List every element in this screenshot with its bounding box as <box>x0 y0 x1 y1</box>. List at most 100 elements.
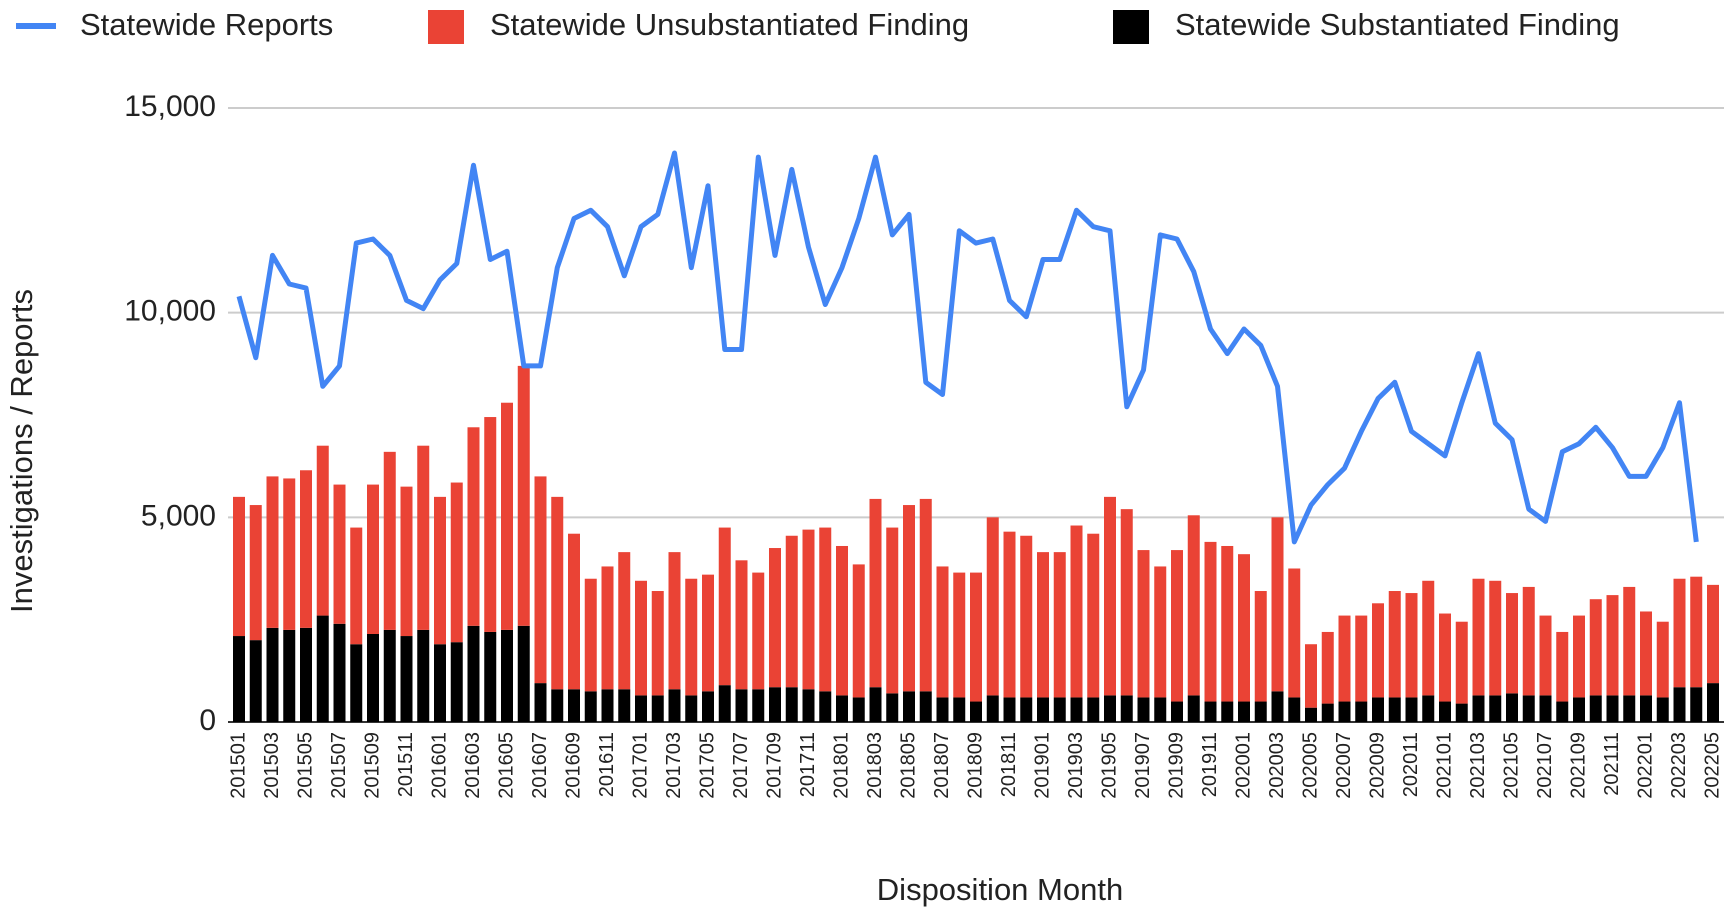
bar-segment <box>1439 613 1451 702</box>
bar-segment <box>1422 695 1435 722</box>
x-tick-label: 202003 <box>1266 732 1288 799</box>
bar-segment <box>852 697 865 722</box>
bar-segment <box>333 484 346 624</box>
bar-segment <box>785 535 798 688</box>
x-tick-label: 201805 <box>897 732 919 799</box>
bar-segment <box>986 517 999 696</box>
bar-segment <box>316 615 329 722</box>
bar-segment <box>1640 695 1652 722</box>
bar-segment <box>517 365 530 626</box>
y-tick-label: 10,000 <box>124 295 216 328</box>
bar-segment <box>618 552 631 690</box>
bar-segment <box>1640 611 1652 696</box>
bar-segment <box>651 591 664 696</box>
bar-segment <box>752 572 765 690</box>
bar-segment <box>1271 517 1284 692</box>
bar-segment <box>1573 615 1585 698</box>
bar-segment <box>919 498 932 692</box>
x-tick-label: 201611 <box>596 732 618 797</box>
x-tick-label: 201801 <box>830 732 852 799</box>
x-tick-label: 202007 <box>1333 732 1355 799</box>
x-tick-label: 201501 <box>227 732 249 799</box>
bar-segment <box>333 623 346 722</box>
bar-segment <box>1707 584 1719 684</box>
bar-segment <box>1589 695 1602 722</box>
legend-swatch <box>1113 10 1149 44</box>
y-axis-title: Investigations / Reports <box>4 289 39 613</box>
bar-segment <box>1053 552 1066 698</box>
bar-segment <box>1187 695 1200 722</box>
bar-segment <box>1254 701 1267 722</box>
bar-segment <box>1338 615 1351 702</box>
bar-segment <box>1405 593 1418 698</box>
legend-label: Statewide Reports <box>80 7 333 42</box>
y-tick-label: 5,000 <box>141 499 216 532</box>
bar-segment <box>1120 695 1133 722</box>
bar-segment <box>685 695 698 722</box>
x-tick-label: 201909 <box>1165 732 1187 799</box>
bar-segment <box>1321 703 1334 722</box>
bar-segment <box>1137 697 1150 722</box>
bar-segment <box>568 689 580 722</box>
bar-segment <box>1321 631 1334 704</box>
bar-segment <box>702 574 714 692</box>
bar-segment <box>1238 701 1250 722</box>
bar-segment <box>400 636 413 722</box>
x-tick-label: 201701 <box>629 732 651 799</box>
x-tick-label: 202009 <box>1366 732 1388 799</box>
x-tick-label: 202005 <box>1299 732 1321 799</box>
x-tick-label: 201807 <box>931 732 953 799</box>
bar-segment <box>266 627 279 722</box>
bar-segment <box>568 533 580 690</box>
bar-segment <box>367 484 379 634</box>
bar-segment <box>283 629 296 722</box>
bar-segment <box>450 482 463 643</box>
bar-segment <box>1238 554 1250 702</box>
x-tick-label: 201503 <box>261 732 283 799</box>
bar-segment <box>1656 697 1669 722</box>
x-tick-label: 202203 <box>1668 732 1690 799</box>
bar-segment <box>718 685 731 722</box>
bar-segment <box>233 636 245 722</box>
bar-segment <box>501 402 513 630</box>
bar-segment <box>735 560 748 690</box>
bar-segment <box>1070 697 1083 722</box>
bar-segment <box>970 572 982 702</box>
bar-segment <box>819 527 832 692</box>
bar-segment <box>1288 697 1301 722</box>
bar-segment <box>450 642 463 722</box>
bar-segment <box>785 687 798 722</box>
x-tick-label: 202205 <box>1701 732 1723 799</box>
bar-segment <box>1288 568 1301 698</box>
bar-segment <box>718 527 731 686</box>
bar-segment <box>702 691 714 722</box>
bar-segment <box>970 701 982 722</box>
bar-segment <box>249 640 262 722</box>
x-tick-label: 202109 <box>1567 732 1589 799</box>
bar-segment <box>668 552 681 690</box>
bar-segment <box>1020 535 1033 698</box>
bar-segment <box>1489 695 1502 722</box>
bar-segment <box>1154 566 1167 698</box>
bar-segment <box>551 689 564 722</box>
bar-segment <box>1104 695 1116 722</box>
x-tick-label: 201505 <box>294 732 316 799</box>
bar-segment <box>1506 593 1518 694</box>
x-tick-label: 201901 <box>1031 732 1053 799</box>
x-tick-label: 202001 <box>1232 732 1254 799</box>
bar-segment <box>1539 615 1552 696</box>
legend-label: Statewide Unsubstantiated Finding <box>490 7 969 42</box>
bar-segment <box>1204 701 1217 722</box>
x-tick-label: 202011 <box>1400 732 1422 797</box>
x-tick-label: 201607 <box>529 732 551 799</box>
bar-segment <box>852 564 865 698</box>
x-tick-label: 202111 <box>1601 732 1623 796</box>
bar-segment <box>869 498 882 688</box>
bar-segment <box>233 496 245 637</box>
bar-segment <box>903 505 915 692</box>
bar-segment <box>1305 707 1317 722</box>
bar-segment <box>1355 615 1368 702</box>
bar-segment <box>417 629 430 722</box>
x-tick-label: 201707 <box>730 732 752 799</box>
